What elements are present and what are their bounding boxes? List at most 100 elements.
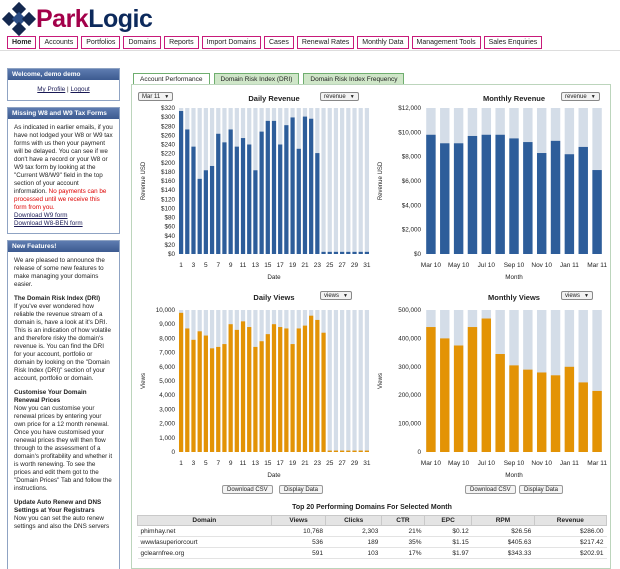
x-tick-label: May 10 — [448, 262, 470, 269]
bar — [253, 346, 258, 452]
table-cell: 189 — [325, 536, 382, 548]
feature-heading-autorenew: Update Auto Renew and DNS Settings at Yo… — [14, 499, 102, 514]
bar-track — [333, 108, 339, 254]
nav-reports[interactable]: Reports — [164, 36, 199, 49]
domain-cell: phimhay.net — [137, 525, 272, 537]
y-tick-label: 3,000 — [159, 406, 175, 413]
x-tick-label: 9 — [229, 460, 233, 467]
x-tick-label: 19 — [289, 460, 297, 467]
month-select[interactable]: Mar 11 ▼ — [138, 92, 174, 101]
column-header[interactable]: Clicks — [325, 515, 382, 526]
bar-track — [358, 108, 363, 254]
y-axis-label: Views — [378, 373, 384, 389]
nav-portfolios[interactable]: Portfolios — [81, 36, 121, 49]
chart-title: Monthly Views — [488, 293, 540, 302]
tab-domain-risk-index[interactable]: Domain Risk Index (DRI) — [213, 73, 300, 85]
nav-accounts[interactable]: Accounts — [39, 36, 79, 49]
x-tick-label: 25 — [326, 262, 334, 269]
chart-title: Monthly Revenue — [483, 94, 545, 103]
x-tick-label: 9 — [229, 262, 233, 269]
bar-track — [346, 310, 351, 452]
nav-domains[interactable]: Domains — [123, 36, 162, 49]
display-data-button-daily[interactable]: Display Data — [279, 485, 324, 494]
bar — [352, 450, 357, 452]
bar — [509, 138, 519, 254]
daily-metric-select[interactable]: revenue ▼ — [320, 92, 359, 101]
divider — [0, 50, 620, 51]
download-csv-button-monthly[interactable]: Download CSV — [465, 485, 516, 494]
y-tick-label: 400,000 — [398, 335, 421, 342]
y-tick-label: 9,000 — [159, 321, 175, 328]
bar — [509, 365, 519, 452]
y-tick-label: 4,000 — [159, 392, 175, 399]
nav-monthly-data[interactable]: Monthly Data — [357, 36, 409, 49]
y-tick-label: 200,000 — [398, 392, 421, 399]
new-features-box: New Features! We are pleased to announce… — [7, 240, 120, 569]
table-row[interactable]: phimhay.net 10,768 2,303 21% $0.12 $26.56 $286… — [137, 525, 607, 537]
bar-track — [592, 310, 602, 452]
logo[interactable]: ParkLogic — [1, 1, 153, 37]
y-tick-label: $240 — [161, 142, 176, 149]
nav-home[interactable]: Home — [7, 36, 37, 49]
bar — [309, 315, 314, 452]
monthly-views-select[interactable]: views ▼ — [561, 291, 593, 300]
column-header[interactable]: RPM — [471, 515, 535, 526]
bar — [440, 338, 450, 452]
y-tick-label: $40 — [164, 233, 175, 240]
table-cell: 10,768 — [271, 525, 326, 537]
table-cell: $286.00 — [534, 525, 607, 537]
top-domains-title: Top 20 Performing Domains For Selected M… — [292, 504, 452, 511]
bar-track — [358, 310, 363, 452]
bar — [265, 120, 270, 254]
bar — [578, 146, 588, 254]
feature-heading-dri: The Domain Risk Index (DRI) — [14, 295, 101, 302]
bar-track — [364, 310, 370, 452]
download-w9-link[interactable]: Download W9 form — [14, 212, 68, 219]
display-data-button-monthly[interactable]: Display Data — [519, 485, 564, 494]
bar — [592, 390, 602, 452]
tab-domain-risk-index-frequency[interactable]: Domain Risk Index Frequency — [303, 73, 405, 85]
bar — [327, 450, 332, 452]
table-cell: $0.12 — [424, 525, 472, 537]
download-csv-button-daily[interactable]: Download CSV — [222, 485, 273, 494]
bar — [178, 312, 184, 452]
my-profile-link[interactable]: My Profile — [37, 86, 66, 93]
table-row[interactable]: gclearnfree.org 591 103 17% $1.97 $343.33 $202… — [137, 547, 607, 559]
table-cell: $217.42 — [534, 536, 607, 548]
column-header[interactable]: EPC — [423, 515, 473, 526]
bar-track — [333, 310, 339, 452]
logout-link[interactable]: Logout — [70, 86, 90, 93]
y-tick-label: $8,000 — [402, 154, 422, 161]
tab-bar: Account Performance Domain Risk Index (D… — [133, 73, 405, 85]
nav-import-domains[interactable]: Import Domains — [201, 36, 261, 49]
monthly-metric-select[interactable]: revenue ▼ — [561, 92, 600, 101]
column-header[interactable]: CTR — [380, 515, 426, 526]
table-row[interactable]: wwwlasuperiorcourt 536 189 35% $1.15 $405.63 $… — [137, 536, 607, 548]
nav-sales-enquiries[interactable]: Sales Enquiries — [483, 36, 543, 49]
y-tick-label: 300,000 — [398, 364, 421, 371]
x-tick-label: 21 — [301, 460, 309, 467]
nav-renewal-rates[interactable]: Renewal Rates — [296, 36, 355, 49]
bar — [592, 170, 602, 254]
nav-management-tools[interactable]: Management Tools — [411, 36, 481, 49]
y-tick-label: $2,000 — [402, 227, 422, 234]
bar — [185, 328, 190, 452]
chart-title: Daily Revenue — [248, 94, 299, 103]
bar — [290, 344, 295, 452]
y-axis-label: Revenue USD — [141, 161, 147, 200]
nav-cases[interactable]: Cases — [263, 36, 294, 49]
bar — [315, 319, 320, 452]
x-tick-label: 23 — [314, 460, 322, 467]
tab-account-performance[interactable]: Account Performance — [133, 73, 210, 85]
daily-views-select[interactable]: views ▼ — [320, 291, 352, 300]
x-tick-label: 27 — [339, 460, 347, 467]
download-w8ben-link[interactable]: Download W8-BEN form — [14, 220, 83, 227]
welcome-box: Welcome, demo demo My Profile | Logout — [7, 68, 120, 101]
column-header[interactable]: Views — [270, 515, 327, 526]
feature-text-renewal: Now you can customise your renewal price… — [14, 405, 113, 492]
y-tick-label: $280 — [161, 123, 176, 130]
x-tick-label: Jul 10 — [478, 262, 496, 269]
column-header[interactable]: Domain — [137, 515, 272, 526]
bar — [523, 369, 533, 452]
column-header[interactable]: Revenue — [533, 515, 608, 526]
